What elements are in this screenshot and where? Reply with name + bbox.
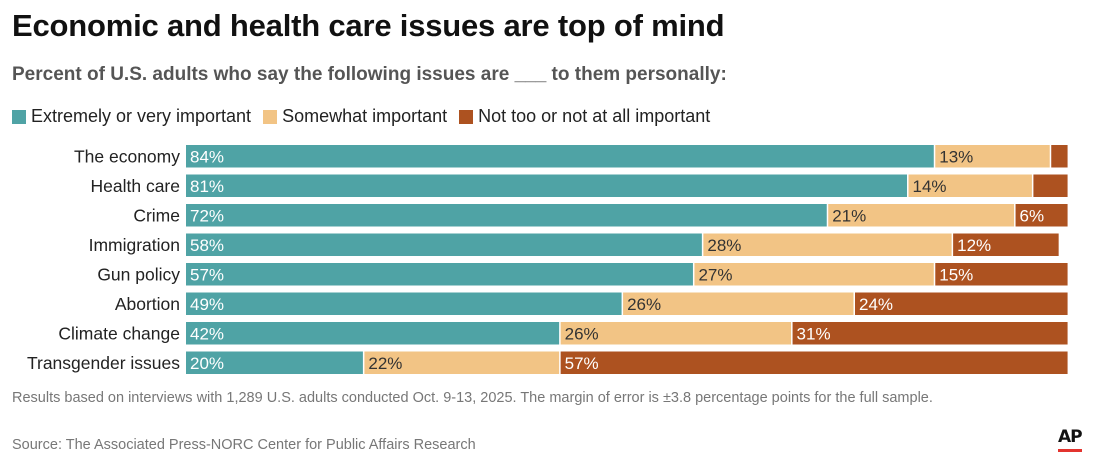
- bar-segment-transgender-issues-somewhat-important: [364, 351, 560, 374]
- bar-segment-climate-change-not-too-or-not-at-all-important: [792, 322, 1068, 345]
- data-label-immigration-extremely-or-very-important: 58%: [190, 236, 224, 255]
- legend-label: Extremely or very important: [31, 106, 252, 126]
- bar-segment-health-care-somewhat-important: [908, 174, 1032, 197]
- data-label-crime-somewhat-important: 21%: [832, 206, 866, 225]
- category-label-immigration: Immigration: [89, 235, 180, 255]
- data-label-transgender-issues-not-too-or-not-at-all-important: 57%: [565, 354, 599, 373]
- ap-logo-underline: [1058, 449, 1082, 452]
- legend-swatch: [263, 109, 278, 124]
- legend-item-very-important: Extremely or very important: [12, 106, 251, 127]
- chart-title: Economic and health care issues are top …: [12, 8, 725, 43]
- bar-segment-the-economy-somewhat-important: [935, 145, 1050, 168]
- chart-subtitle: Percent of U.S. adults who say the follo…: [12, 64, 727, 85]
- data-label-abortion-not-too-or-not-at-all-important: 24%: [859, 295, 893, 314]
- data-label-transgender-issues-extremely-or-very-important: 20%: [190, 354, 224, 373]
- category-label-abortion: Abortion: [115, 294, 180, 314]
- category-label-health-care: Health care: [91, 176, 181, 196]
- bar-segment-crime-somewhat-important: [828, 204, 1015, 227]
- legend: Extremely or very important Somewhat imp…: [12, 106, 722, 127]
- data-label-health-care-somewhat-important: 14%: [913, 177, 947, 196]
- data-label-immigration-not-too-or-not-at-all-important: 12%: [957, 236, 991, 255]
- data-label-health-care-extremely-or-very-important: 81%: [190, 177, 224, 196]
- bar-segment-climate-change-extremely-or-very-important: [186, 322, 560, 345]
- stacked-bar-chart: The economy 84% 13% Health care 81% 14% Crime 7…: [27, 145, 1068, 374]
- legend-item-not-important: Not too or not at all important: [459, 106, 710, 127]
- bar-segment-transgender-issues-not-too-or-not-at-all-important: [560, 351, 1068, 374]
- source-note: Source: The Associated Press-NORC Center…: [12, 437, 476, 453]
- bar-segment-transgender-issues-extremely-or-very-important: [186, 351, 363, 374]
- data-label-gun-policy-somewhat-important: 27%: [698, 265, 732, 284]
- bar-segment-health-care-extremely-or-very-important: [186, 174, 908, 197]
- bar-segment-abortion-not-too-or-not-at-all-important: [855, 292, 1068, 315]
- data-label-transgender-issues-somewhat-important: 22%: [368, 354, 402, 373]
- legend-label: Somewhat important: [282, 106, 448, 126]
- methodology-note: Results based on interviews with 1,289 U…: [12, 390, 933, 406]
- data-label-gun-policy-not-too-or-not-at-all-important: 15%: [939, 265, 973, 284]
- category-label-climate-change: Climate change: [58, 323, 180, 343]
- legend-item-somewhat-important: Somewhat important: [263, 106, 447, 127]
- legend-swatch: [12, 109, 26, 124]
- category-label-gun-policy: Gun policy: [97, 264, 180, 284]
- category-label-transgender-issues: Transgender issues: [27, 353, 180, 373]
- bar-segment-crime-extremely-or-very-important: [186, 204, 827, 227]
- bar-segment-health-care-not-too-or-not-at-all-important: [1033, 174, 1068, 197]
- bar-segment-immigration-somewhat-important: [703, 233, 952, 256]
- data-label-abortion-extremely-or-very-important: 49%: [190, 295, 224, 314]
- bar-segment-abortion-extremely-or-very-important: [186, 292, 622, 315]
- data-label-climate-change-extremely-or-very-important: 42%: [190, 324, 224, 343]
- bar-segment-climate-change-somewhat-important: [560, 322, 792, 345]
- category-label-the-economy: The economy: [74, 146, 180, 166]
- bar-segment-immigration-extremely-or-very-important: [186, 233, 702, 256]
- category-label-crime: Crime: [133, 205, 180, 225]
- data-label-abortion-somewhat-important: 26%: [627, 295, 661, 314]
- data-label-crime-extremely-or-very-important: 72%: [190, 206, 224, 225]
- bar-segment-crime-not-too-or-not-at-all-important: [1015, 204, 1068, 227]
- bar-segment-immigration-not-too-or-not-at-all-important: [953, 233, 1059, 256]
- legend-label: Not too or not at all important: [478, 106, 711, 126]
- bar-segment-the-economy-not-too-or-not-at-all-important: [1051, 145, 1068, 168]
- data-label-the-economy-extremely-or-very-important: 84%: [190, 147, 224, 166]
- data-label-gun-policy-extremely-or-very-important: 57%: [190, 265, 224, 284]
- bar-segment-abortion-somewhat-important: [623, 292, 854, 315]
- data-label-climate-change-somewhat-important: 26%: [565, 324, 599, 343]
- bar-segment-gun-policy-extremely-or-very-important: [186, 263, 693, 286]
- bar-segment-gun-policy-not-too-or-not-at-all-important: [935, 263, 1068, 286]
- ap-logo: AP: [1058, 427, 1083, 447]
- bar-segment-the-economy-extremely-or-very-important: [186, 145, 934, 168]
- data-label-climate-change-not-too-or-not-at-all-important: 31%: [797, 324, 831, 343]
- bar-segment-gun-policy-somewhat-important: [694, 263, 934, 286]
- data-label-the-economy-somewhat-important: 13%: [939, 147, 973, 166]
- legend-swatch: [459, 109, 474, 124]
- data-label-immigration-somewhat-important: 28%: [707, 236, 741, 255]
- data-label-crime-not-too-or-not-at-all-important: 6%: [1020, 206, 1045, 225]
